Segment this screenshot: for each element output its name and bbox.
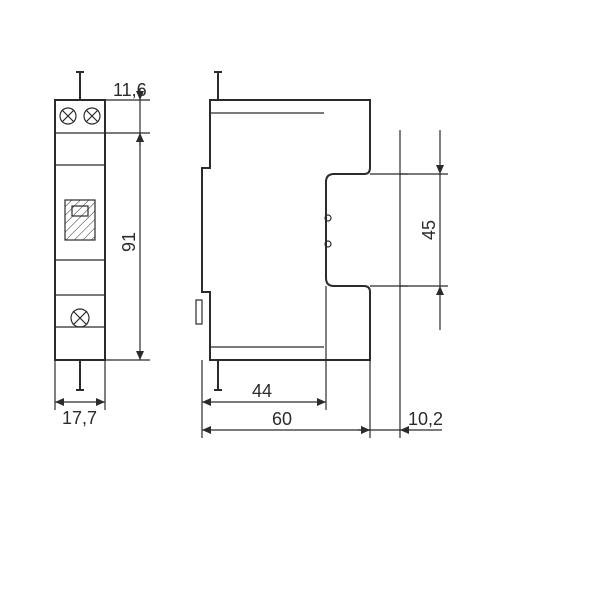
dim-rail-height: 45 — [419, 220, 439, 240]
dim-top-band: 11,6 — [113, 80, 147, 100]
dim-rail-depth: 10,2 — [408, 409, 443, 429]
front-view — [55, 72, 105, 390]
side-view-dimensions: 44 60 10,2 45 — [202, 130, 448, 438]
dim-depth-60: 60 — [272, 409, 292, 429]
dim-body-height: 91 — [119, 232, 139, 252]
dim-depth-44: 44 — [252, 381, 272, 401]
dim-front-width: 17,7 — [62, 408, 97, 428]
side-view — [196, 72, 408, 390]
dimension-drawing: 17,7 11,6 91 — [0, 0, 600, 600]
front-view-dimensions: 17,7 11,6 91 — [55, 80, 150, 428]
